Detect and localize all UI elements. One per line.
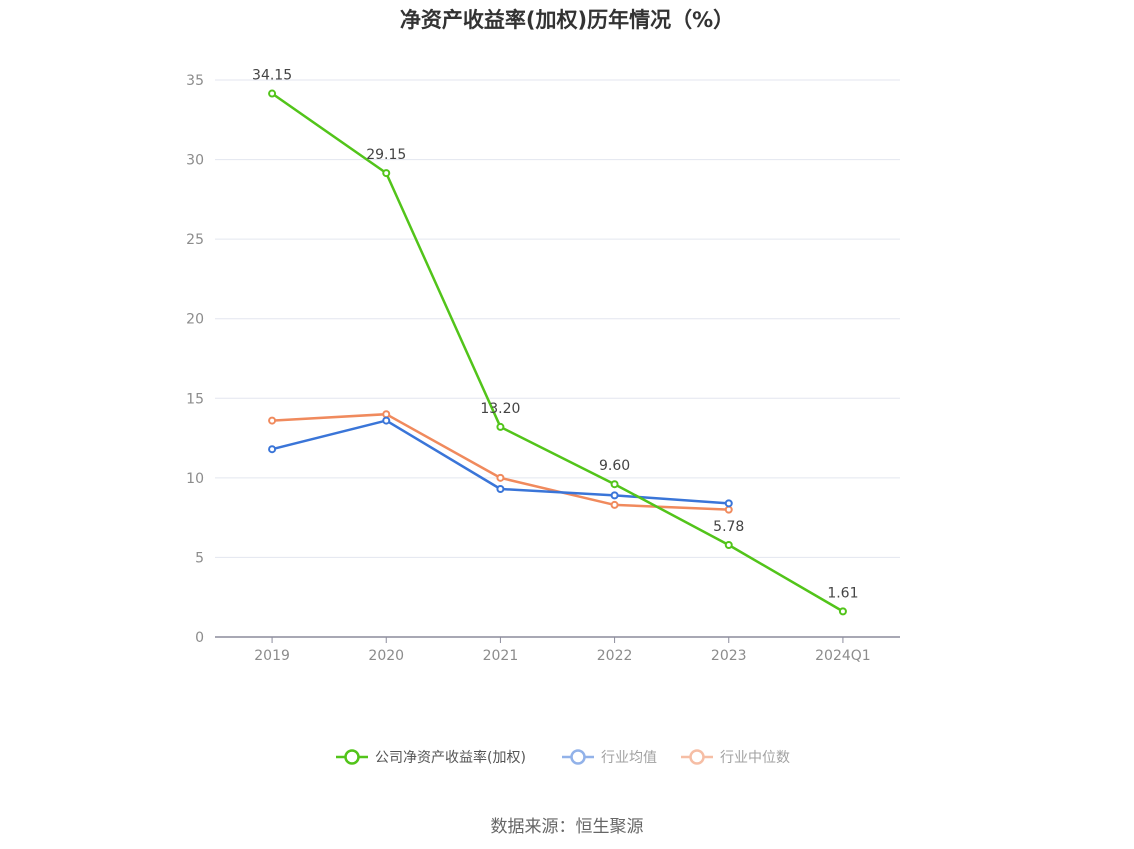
y-tick-label: 10 <box>186 471 204 487</box>
data-point <box>610 491 619 500</box>
legend-label: 行业中位数 <box>720 750 790 766</box>
data-point <box>724 505 733 514</box>
legend-marker <box>344 749 360 765</box>
data-point <box>610 480 619 489</box>
y-tick-label: 30 <box>186 153 204 169</box>
x-tick-label: 2023 <box>711 648 747 664</box>
legend-item-2[interactable]: 行业中位数 <box>681 749 790 766</box>
data-point <box>724 499 733 508</box>
y-tick-label: 5 <box>195 550 204 566</box>
data-label: 29.15 <box>366 147 406 163</box>
legend-item-1[interactable]: 行业均值 <box>562 749 657 766</box>
series-line-0 <box>271 92 844 613</box>
y-tick-label: 15 <box>186 391 204 407</box>
legend: 公司净资产收益率(加权) 行业均值 行业中位数 <box>336 749 790 766</box>
x-tick-label: 2024Q1 <box>815 648 871 664</box>
data-point <box>496 422 505 431</box>
data-point <box>268 89 277 98</box>
data-point <box>724 541 733 550</box>
data-point <box>268 416 277 425</box>
data-point <box>382 416 391 425</box>
x-tick-label: 2021 <box>483 648 519 664</box>
x-tick-label: 2019 <box>254 648 290 664</box>
data-point <box>382 410 391 419</box>
data-label: 1.61 <box>827 585 858 601</box>
data-label: 5.78 <box>713 519 744 535</box>
data-point <box>838 607 847 616</box>
grid-lines <box>215 79 900 558</box>
y-tick-label: 20 <box>186 312 204 328</box>
legend-label: 公司净资产收益率(加权) <box>375 749 526 766</box>
data-labels: 34.15 29.15 13.20 9.60 5.78 1.61 <box>252 68 858 602</box>
data-label: 9.60 <box>599 458 630 474</box>
y-tick-label: 0 <box>195 630 204 646</box>
data-point <box>610 500 619 509</box>
data-label: 13.20 <box>480 401 520 417</box>
data-label: 34.15 <box>252 68 292 84</box>
chart-title: 净资产收益率(加权)历年情况（%） <box>399 8 735 32</box>
legend-marker <box>689 749 705 765</box>
data-point <box>496 484 505 493</box>
x-axis: 2019 2020 2021 2022 2023 2024Q1 <box>215 636 900 664</box>
y-tick-label: 25 <box>186 232 204 248</box>
x-tick-label: 2022 <box>597 648 633 664</box>
legend-item-0[interactable]: 公司净资产收益率(加权) <box>336 749 526 766</box>
data-point <box>496 473 505 482</box>
data-source: 数据来源：恒生聚源 <box>490 817 644 837</box>
series-group <box>268 89 847 616</box>
y-axis: 0 5 10 15 20 25 30 35 <box>186 73 204 646</box>
data-point <box>382 169 391 178</box>
legend-label: 行业均值 <box>601 750 657 766</box>
x-tick-label: 2020 <box>368 648 404 664</box>
data-point <box>268 445 277 454</box>
y-tick-label: 35 <box>186 73 204 89</box>
legend-marker <box>570 749 586 765</box>
